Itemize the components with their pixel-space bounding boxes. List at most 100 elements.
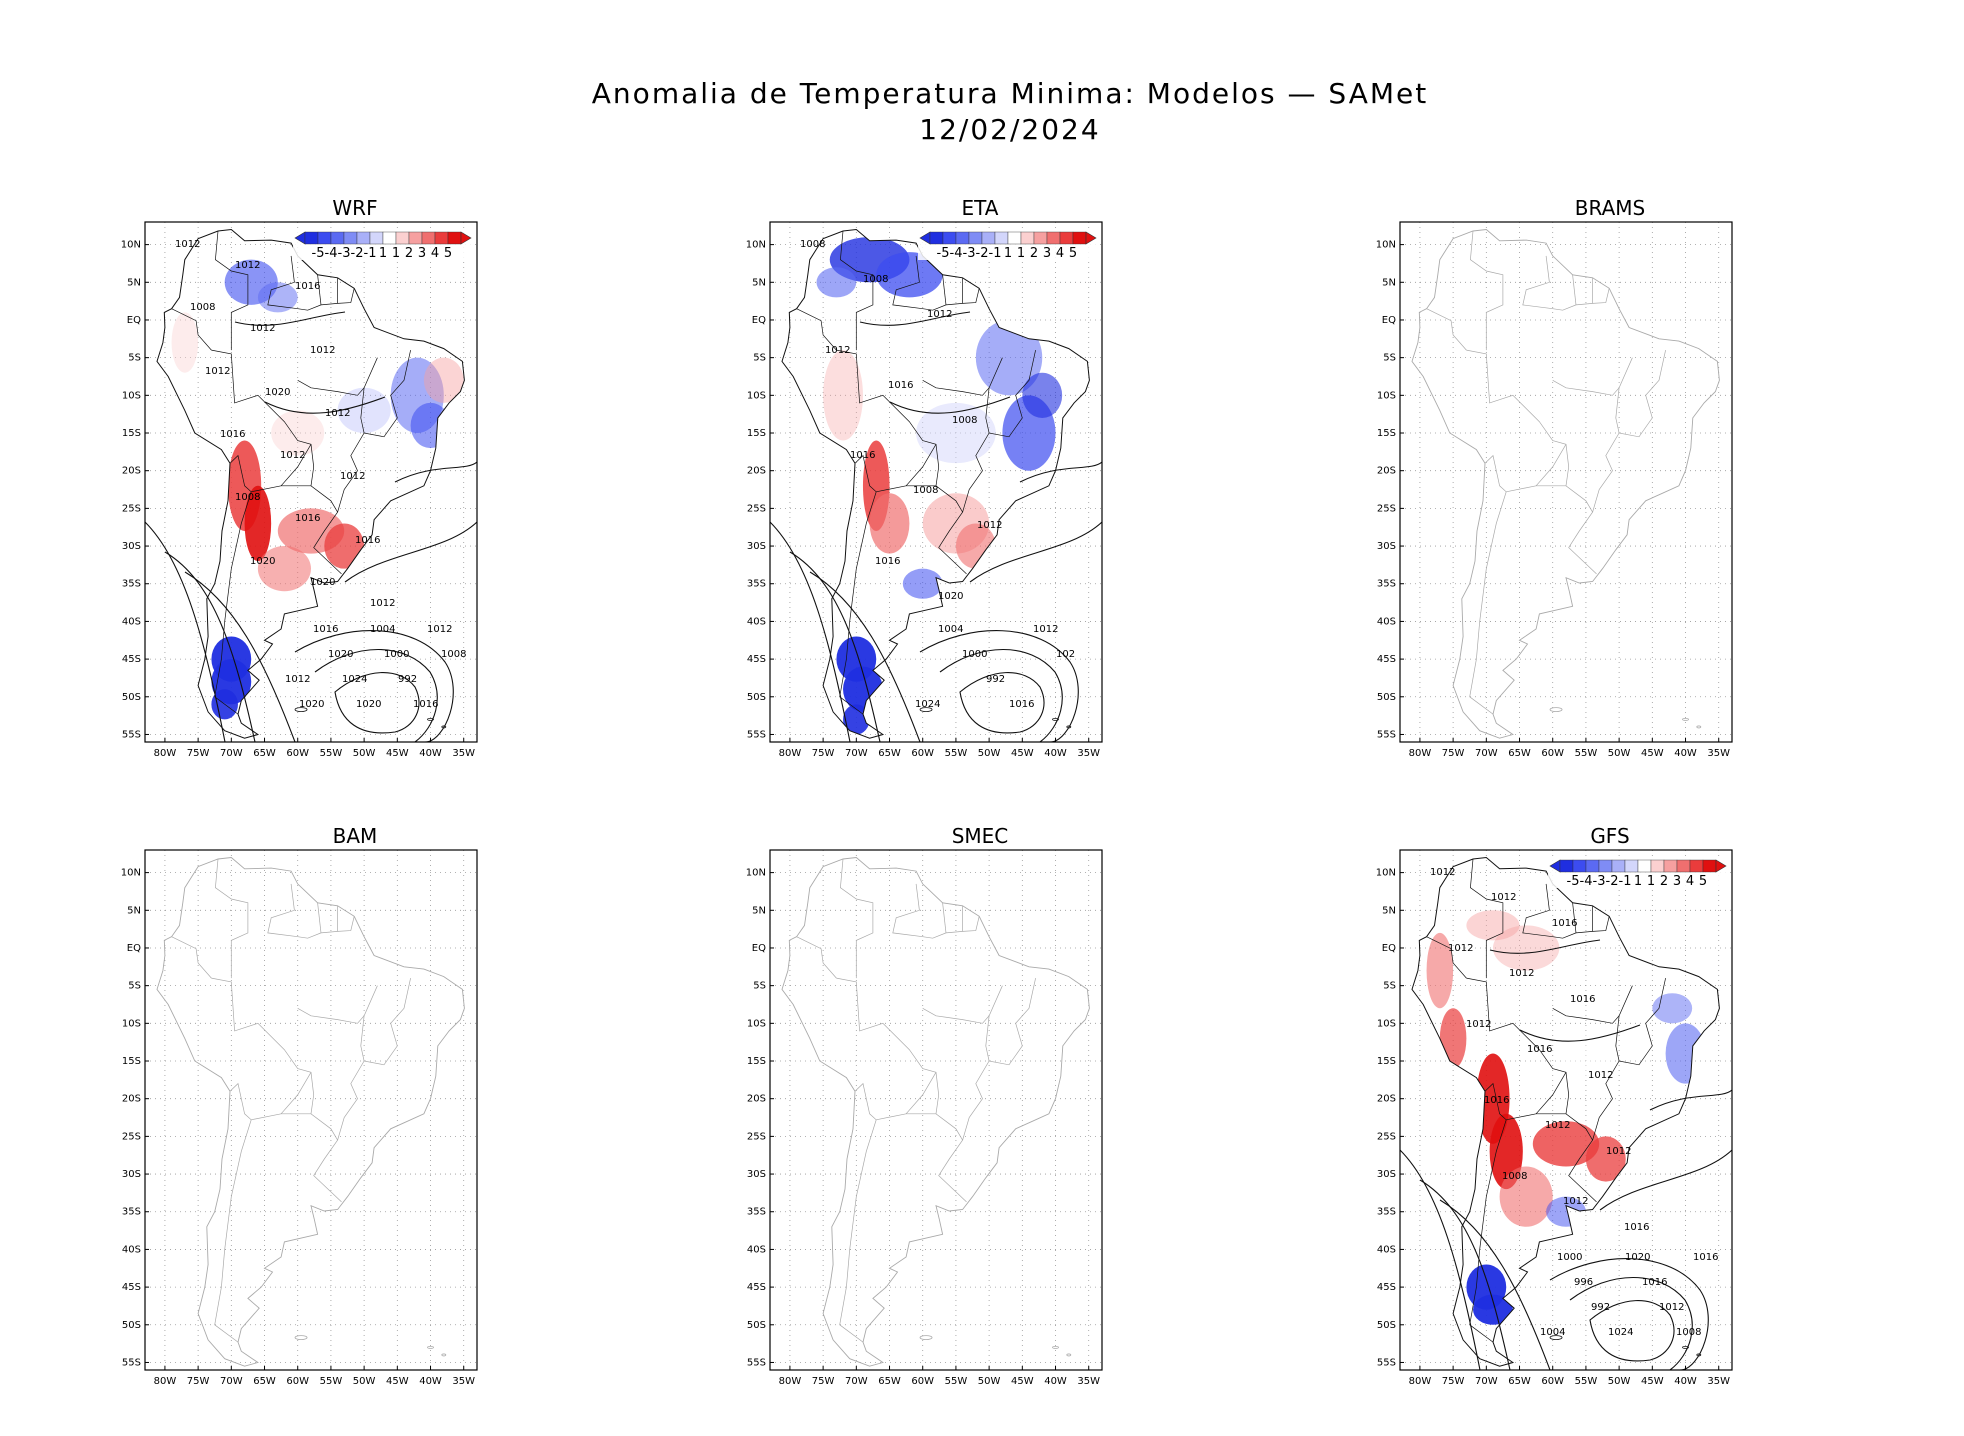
island-outline <box>1066 1353 1072 1357</box>
colorbar-label: 2 <box>1030 246 1038 261</box>
country-border <box>985 357 1003 434</box>
lon-tick-label: 80W <box>1409 1376 1432 1387</box>
lat-tick-label: 40S <box>122 616 141 627</box>
lon-tick-label: 60W <box>911 748 934 759</box>
lon-tick-label: 40W <box>419 748 442 759</box>
isobar-line <box>1519 1024 1641 1042</box>
country-border <box>942 902 947 933</box>
country-border <box>360 985 378 1062</box>
lon-tick-label: 50W <box>1608 748 1631 759</box>
isobar-label: 1016 <box>888 380 913 391</box>
colorbar-label: 1 <box>392 246 400 261</box>
lon-tick-label: 60W <box>911 1376 934 1387</box>
lat-tick-label: 50S <box>747 1320 766 1331</box>
island-outline <box>919 1335 933 1340</box>
isobar-label: 1012 <box>310 345 335 356</box>
country-border <box>1592 978 1666 1141</box>
lat-tick-label: 30S <box>122 1169 141 1180</box>
lon-tick-label: 40W <box>1044 1376 1067 1387</box>
panel-eta: ETA 1008 1008 1012 1012 1016 1008 1016 1008 1012 1… <box>746 196 1190 796</box>
lon-tick-label: 35W <box>452 748 475 759</box>
country-border <box>892 883 980 939</box>
lat-tick-label: 20S <box>747 1094 766 1105</box>
map-frame <box>1399 221 1733 743</box>
isobar-line <box>859 311 971 326</box>
country-border <box>360 357 378 434</box>
lat-tick-label: 10S <box>747 390 766 401</box>
colorbar-swatch <box>1007 231 1022 245</box>
isobar-label: 1008 <box>952 415 977 426</box>
colorbar-label: -1 <box>1619 874 1632 889</box>
country-border <box>1615 357 1633 434</box>
lat-tick-label: 5S <box>753 353 766 364</box>
country-border <box>840 858 874 979</box>
island-outline <box>1066 725 1072 729</box>
country-border <box>1522 255 1610 311</box>
isobar-line <box>164 551 256 742</box>
isobar-line <box>1019 461 1102 483</box>
lat-tick-label: 30S <box>122 541 141 552</box>
coastline <box>781 857 1090 1367</box>
lat-tick-label: 50S <box>747 692 766 703</box>
lon-tick-label: 35W <box>1707 748 1730 759</box>
colorbar-swatch <box>1059 231 1074 245</box>
colorbar-label: -1 <box>364 246 377 261</box>
isobar-label: 1016 <box>875 556 900 567</box>
isobar-label: 1024 <box>342 674 367 685</box>
lat-tick-label: 40S <box>747 1244 766 1255</box>
colorbar-swatch <box>1650 859 1665 873</box>
country-border <box>892 255 980 311</box>
lat-tick-label: 20S <box>1377 466 1396 477</box>
country-border <box>922 379 990 396</box>
country-border <box>280 1072 312 1115</box>
lat-tick-label: 25S <box>122 503 141 514</box>
country-border <box>905 1072 937 1115</box>
colorbar-swatch <box>1663 859 1678 873</box>
lat-tick-label: 25S <box>122 1131 141 1142</box>
colorbar-max-arrow <box>460 231 472 245</box>
lat-tick-label: 35S <box>122 579 141 590</box>
panel-smec: SMEC 10N 5N EQ 5S 10S 15S 20S 25S 30S 35S 40S 45S 50S… <box>746 824 1190 1424</box>
colorbar-label: -3 <box>963 246 976 261</box>
colorbar-label: 4 <box>431 246 439 261</box>
lon-tick-label: 75W <box>187 1376 210 1387</box>
lon-tick-label: 55W <box>945 1376 968 1387</box>
map-frame <box>144 221 478 743</box>
isobar-label: 1020 <box>328 649 353 660</box>
lat-tick-label: 5S <box>1383 981 1396 992</box>
colorbar-swatch <box>981 231 996 245</box>
lon-tick-label: 60W <box>1541 748 1564 759</box>
colorbar-swatch <box>1020 231 1035 245</box>
lat-tick-label: 30S <box>747 541 766 552</box>
isobars <box>1400 939 1732 1370</box>
country-border <box>905 444 937 487</box>
lon-tick-label: 75W <box>812 1376 835 1387</box>
island-outline <box>294 707 308 712</box>
anomaly-patch <box>1466 910 1520 941</box>
country-border <box>942 274 947 305</box>
anomaly-patch <box>1022 372 1063 418</box>
isobar-line <box>334 672 420 734</box>
isobar-label: 992 <box>398 674 417 685</box>
lon-tick-label: 50W <box>353 748 376 759</box>
lat-tick-label: 5S <box>753 981 766 992</box>
lat-tick-label: 30S <box>1377 541 1396 552</box>
isobar-line <box>939 648 1063 742</box>
lat-tick-label: 45S <box>1377 654 1396 665</box>
lat-tick-label: 35S <box>1377 1207 1396 1218</box>
lat-tick-label: 35S <box>747 579 766 590</box>
lon-tick-label: 60W <box>286 1376 309 1387</box>
lat-tick-label: 10N <box>121 240 141 251</box>
lat-tick-label: 5S <box>128 981 141 992</box>
title-line-2: 12/02/2024 <box>919 113 1101 146</box>
lon-tick-label: 75W <box>1442 748 1465 759</box>
isobar-line <box>314 648 438 742</box>
coastline <box>156 857 465 1367</box>
lon-tick-label: 75W <box>812 748 835 759</box>
colorbar-label: 1 <box>1647 874 1655 889</box>
colorbar-swatch <box>1637 859 1652 873</box>
lon-tick-label: 80W <box>154 1376 177 1387</box>
anomaly-patch <box>257 546 311 592</box>
lat-tick-label: 5N <box>127 905 141 916</box>
colorbar-swatch <box>356 231 371 245</box>
